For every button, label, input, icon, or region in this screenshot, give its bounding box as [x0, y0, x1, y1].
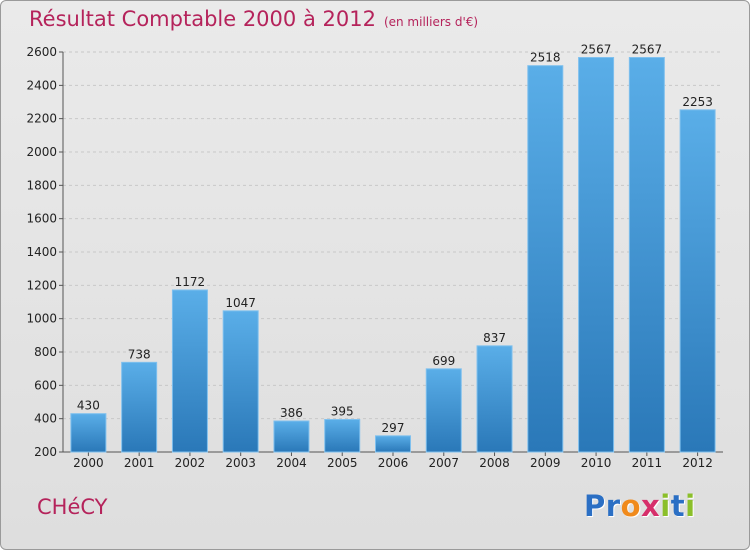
- axes: [59, 51, 723, 456]
- data-label-2000: 430: [77, 399, 100, 413]
- data-label-2009: 2518: [530, 51, 561, 65]
- data-label-2012: 2253: [682, 95, 713, 109]
- y-tick-label: 1200: [26, 278, 57, 292]
- bar-2012: [679, 109, 716, 453]
- data-label-2002: 1172: [175, 275, 206, 289]
- x-tick-label-2010: 2010: [581, 456, 612, 470]
- chart-title-text: Résultat Comptable 2000 à 2012: [29, 7, 376, 31]
- x-tick-label-2008: 2008: [479, 456, 510, 470]
- bars: [70, 57, 716, 453]
- y-tick-label: 1600: [26, 212, 57, 226]
- bar-2006: [375, 435, 411, 453]
- logo-letter: x: [641, 489, 661, 523]
- bar-2007: [425, 368, 462, 453]
- y-tick-label: 1400: [26, 245, 57, 259]
- y-tick-label: 1000: [26, 312, 57, 326]
- bar-2002: [171, 289, 208, 453]
- proxiti-logo: Proxiti: [584, 489, 696, 523]
- bar-2010: [578, 57, 615, 453]
- x-tick-label-2009: 2009: [530, 456, 561, 470]
- data-label-2007: 699: [432, 354, 455, 368]
- bar-2001: [121, 361, 158, 453]
- x-tick-label-2004: 2004: [276, 456, 307, 470]
- bar-2011: [628, 57, 665, 453]
- y-tick-label: 1800: [26, 178, 57, 192]
- data-label-2005: 395: [331, 405, 354, 419]
- logo-letter: P: [584, 489, 606, 523]
- bar-2008: [476, 345, 513, 453]
- data-label-2010: 2567: [581, 43, 612, 57]
- data-label-2001: 738: [128, 347, 151, 361]
- y-tick-label: 2200: [26, 112, 57, 126]
- bar-2000: [70, 413, 107, 453]
- x-tick-label-2005: 2005: [327, 456, 358, 470]
- data-label-2003: 1047: [225, 296, 256, 310]
- data-label-2008: 837: [483, 331, 506, 345]
- y-tick-label: 2400: [26, 78, 57, 92]
- x-tick-label-2001: 2001: [124, 456, 155, 470]
- x-tick-label-2012: 2012: [682, 456, 713, 470]
- y-tick-label: 600: [34, 378, 57, 392]
- logo-letter: t: [670, 489, 686, 523]
- chart-title: Résultat Comptable 2000 à 2012 (en millie…: [29, 7, 478, 31]
- bar-2005: [324, 419, 361, 453]
- logo-letter: i: [685, 489, 696, 523]
- chart-subtitle: (en milliers d'€): [383, 15, 479, 29]
- logo-letter: r: [605, 489, 621, 523]
- y-tick-label: 800: [34, 345, 57, 359]
- logo-letter: o: [620, 489, 642, 523]
- y-tick-label: 2000: [26, 145, 57, 159]
- bar-2003: [222, 310, 259, 453]
- logo-letter: i: [660, 489, 671, 523]
- labels: 200 400 600 800 1000 1200 1400 1600 1800 2000 2200…: [26, 43, 712, 471]
- bar-2009: [527, 65, 564, 453]
- y-tick-label: 400: [34, 412, 57, 426]
- city-name: CHéCY: [37, 495, 108, 519]
- y-tick-label: 2600: [26, 45, 57, 59]
- x-tick-label-2002: 2002: [175, 456, 206, 470]
- x-tick-label-2003: 2003: [225, 456, 256, 470]
- y-tick-label: 200: [34, 445, 57, 459]
- data-label-2004: 386: [280, 406, 303, 420]
- bar-2004: [273, 420, 310, 453]
- data-label-2011: 2567: [632, 43, 663, 57]
- x-tick-label-2007: 2007: [428, 456, 459, 470]
- x-tick-label-2006: 2006: [378, 456, 409, 470]
- data-label-2006: 297: [382, 421, 405, 435]
- x-tick-label-2000: 2000: [73, 456, 104, 470]
- grid-lines: [63, 51, 723, 453]
- x-tick-label-2011: 2011: [632, 456, 663, 470]
